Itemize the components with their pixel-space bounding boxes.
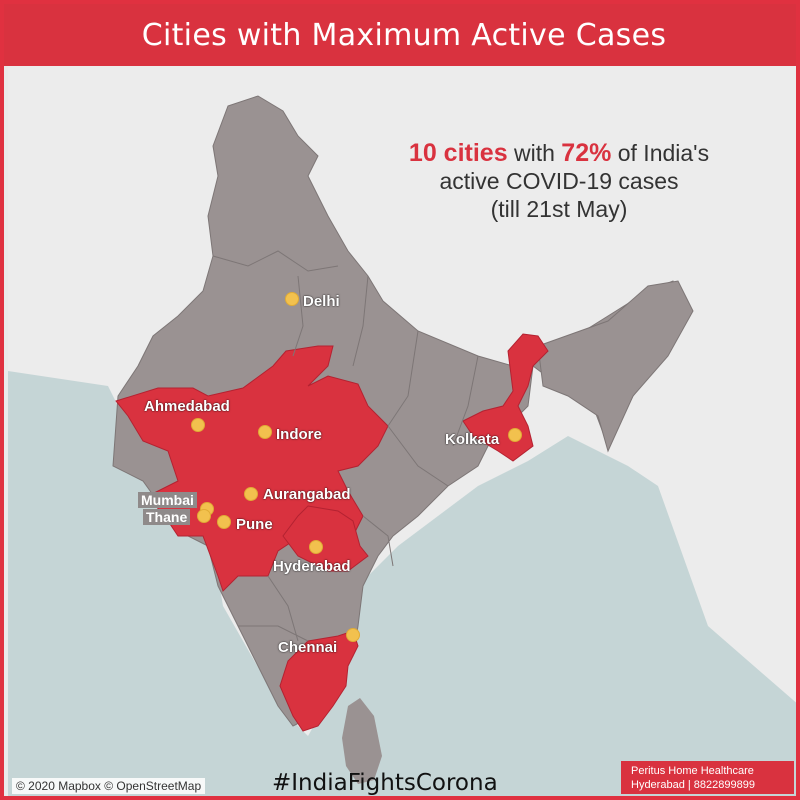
page-title-text: Cities with Maximum Active Cases	[141, 17, 667, 53]
city-marker-aurangabad[interactable]	[244, 487, 258, 501]
city-label-pune: Pune	[236, 516, 273, 533]
city-label-indore: Indore	[276, 426, 322, 443]
northeast-landmass	[537, 280, 694, 453]
state-boundaries	[212, 250, 479, 642]
headline-with-text: with	[507, 140, 562, 166]
sponsor-name: Peritus Home Healthcare	[631, 765, 754, 777]
highlight-region-kolkata	[462, 333, 549, 462]
city-label-thane: Thane	[143, 509, 191, 525]
city-label-delhi: Delhi	[303, 293, 340, 310]
city-marker-chennai[interactable]	[346, 628, 360, 642]
city-marker-thane[interactable]	[197, 509, 211, 523]
city-marker-ahmedabad[interactable]	[191, 418, 205, 432]
headline-line-3: (till 21st May)	[490, 196, 628, 222]
highlight-region-hyderabad	[282, 505, 369, 572]
city-marker-delhi[interactable]	[285, 292, 299, 306]
headline-annotation: 10 cities with 72% of India's active COV…	[384, 139, 734, 223]
map-area[interactable]	[8, 66, 796, 796]
india-map	[8, 95, 796, 796]
city-label-aurangabad: Aurangabad	[263, 486, 351, 503]
headline-of-india-text: of India's	[611, 140, 710, 166]
hashtag-text: #IndiaFightsCorona	[272, 770, 498, 796]
city-label-hyderabad: Hyderabad	[273, 558, 351, 575]
arabian-sea	[8, 371, 796, 796]
city-marker-indore[interactable]	[258, 425, 272, 439]
sponsor-contact: Hyderabad | 8822899899	[631, 779, 755, 791]
city-label-mumbai: Mumbai	[138, 492, 197, 508]
sri-lanka-landmass	[342, 698, 382, 784]
map-attribution[interactable]: © 2020 Mapbox © OpenStreetMap	[12, 778, 206, 794]
city-label-chennai: Chennai	[278, 639, 338, 656]
city-label-kolkata: Kolkata	[445, 431, 500, 448]
city-marker-kolkata[interactable]	[508, 428, 522, 442]
headline-percentage: 72%	[561, 139, 612, 167]
headline-line-1: 10 cities with 72% of India's	[384, 139, 734, 167]
sponsor-badge: Peritus Home Healthcare Hyderabad | 8822…	[621, 761, 794, 794]
headline-city-count: 10 cities	[408, 139, 508, 167]
page-title: Cities with Maximum Active Cases	[4, 4, 796, 66]
city-marker-hyderabad[interactable]	[309, 540, 323, 554]
headline-line-2: active COVID-19 cases	[439, 168, 679, 194]
city-marker-pune[interactable]	[217, 515, 231, 529]
attribution-text: © 2020 Mapbox © OpenStreetMap	[16, 779, 202, 793]
city-label-ahmedabad: Ahmedabad	[144, 398, 230, 415]
